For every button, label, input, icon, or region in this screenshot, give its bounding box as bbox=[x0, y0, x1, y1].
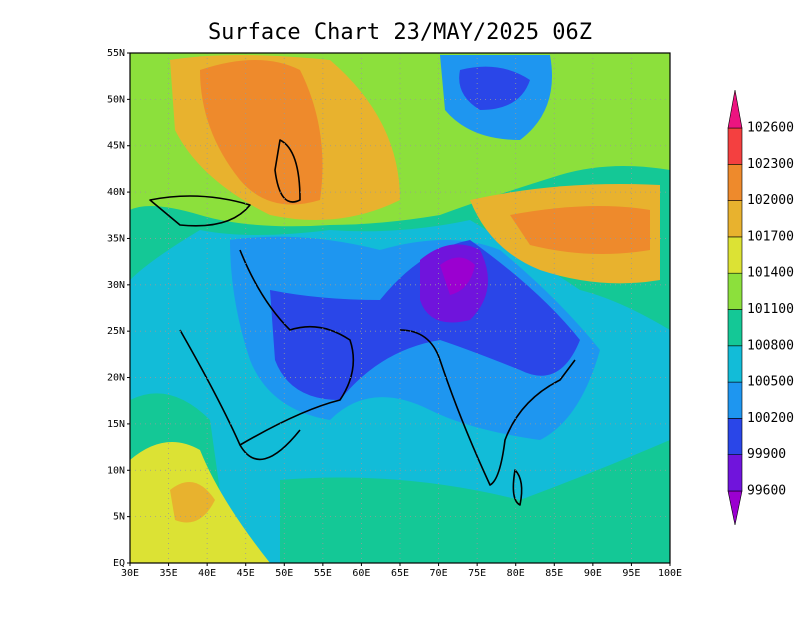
colorbar-label: 101100 bbox=[747, 302, 794, 317]
colorbar-band bbox=[727, 236, 743, 274]
y-tick-label: 40N bbox=[107, 187, 125, 198]
pressure-region bbox=[170, 482, 215, 523]
colorbar-band bbox=[727, 418, 743, 455]
pressure-region bbox=[270, 240, 580, 400]
y-tick-label: 45N bbox=[107, 141, 125, 152]
pressure-region bbox=[440, 257, 475, 295]
coastline bbox=[239, 429, 301, 461]
y-tick-label: EQ bbox=[113, 558, 125, 569]
coastline bbox=[179, 249, 355, 446]
x-tick-label: 90E bbox=[584, 568, 602, 579]
colorbar-label: 101400 bbox=[747, 266, 794, 281]
x-tick-label: 30E bbox=[121, 568, 139, 579]
pressure-region bbox=[280, 440, 670, 563]
colorbar-band bbox=[727, 454, 743, 492]
y-tick-label: 15N bbox=[107, 419, 125, 430]
colorbar-band bbox=[727, 164, 743, 201]
y-tick-label: 20N bbox=[107, 373, 125, 384]
y-tick-label: 55N bbox=[107, 48, 125, 59]
x-tick-label: 75E bbox=[468, 568, 486, 579]
x-tick-label: 50E bbox=[275, 568, 293, 579]
colorbar-label: 99600 bbox=[747, 484, 786, 499]
colorbar-band bbox=[727, 309, 743, 347]
x-tick-label: 45E bbox=[237, 568, 255, 579]
coastline bbox=[399, 329, 576, 486]
pressure-region bbox=[510, 206, 650, 254]
x-tick-label: 80E bbox=[507, 568, 525, 579]
coastline bbox=[512, 469, 523, 506]
x-tick-label: 95E bbox=[622, 568, 640, 579]
y-tick-label: 25N bbox=[107, 326, 125, 337]
coastline bbox=[274, 139, 301, 203]
colorbar-band bbox=[727, 381, 743, 419]
y-tick-label: 35N bbox=[107, 233, 125, 244]
y-tick-label: 50N bbox=[107, 94, 125, 105]
x-tick-label: 100E bbox=[658, 568, 682, 579]
colorbar-label: 100500 bbox=[747, 375, 794, 390]
coastline bbox=[149, 195, 251, 227]
coastlines bbox=[149, 139, 576, 506]
pressure-region bbox=[200, 60, 323, 205]
colorbar-label: 102300 bbox=[747, 157, 794, 172]
colorbar-label: 102000 bbox=[747, 193, 794, 208]
x-tick-label: 70E bbox=[430, 568, 448, 579]
chart-title: Surface Chart 23/MAY/2025 06Z bbox=[208, 20, 592, 45]
colorbar-band bbox=[727, 345, 743, 383]
y-tick-label: 30N bbox=[107, 280, 125, 291]
colorbar-band bbox=[727, 127, 743, 165]
pressure-region bbox=[459, 66, 530, 110]
y-tick-label: 5N bbox=[113, 512, 125, 523]
x-tick-label: 40E bbox=[198, 568, 216, 579]
colorbar-band bbox=[727, 272, 743, 310]
colorbar-extend-high bbox=[727, 89, 743, 129]
x-tick-label: 60E bbox=[352, 568, 370, 579]
colorbar-label: 101700 bbox=[747, 229, 794, 244]
y-tick-label: 10N bbox=[107, 465, 125, 476]
colorbar-label: 100800 bbox=[747, 338, 794, 353]
colorbar-label: 102600 bbox=[747, 121, 794, 136]
x-tick-label: 35E bbox=[160, 568, 178, 579]
colorbar-band bbox=[727, 200, 743, 238]
colorbar: 99600 99900 100200 100500 100800 101100 101400… bbox=[727, 89, 794, 526]
colorbar-label: 99900 bbox=[747, 447, 786, 462]
x-tick-label: 65E bbox=[391, 568, 409, 579]
colorbar-label: 100200 bbox=[747, 411, 794, 426]
x-tick-label: 55E bbox=[314, 568, 332, 579]
x-tick-label: 85E bbox=[545, 568, 563, 579]
axes: 30E 35E 40E 45E 50E 55E 60E 65E 70E 75E 80E 85E 90E 9… bbox=[107, 48, 682, 579]
colorbar-extend-low bbox=[727, 490, 743, 526]
